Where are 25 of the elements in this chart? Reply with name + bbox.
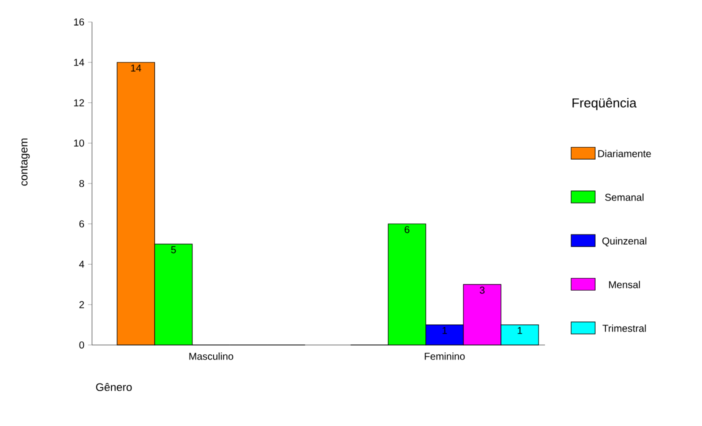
x-tick-label: Masculino — [189, 352, 234, 360]
legend-label: Semanal — [605, 194, 644, 201]
legend-label: Trimestral — [602, 324, 646, 332]
data-label: 5 — [171, 246, 176, 254]
legend-label: Diariamente — [598, 150, 651, 158]
legend-label: Mensal — [609, 280, 640, 288]
data-label: 1 — [518, 326, 522, 334]
y-tick-label: 4 — [79, 260, 84, 268]
x-axis-title: Gênero — [96, 382, 132, 392]
legend-label: Quinzenal — [602, 237, 646, 246]
x-tick-label: Feminino — [424, 352, 465, 360]
y-tick-label: 6 — [79, 220, 84, 228]
y-tick-label: 10 — [74, 140, 84, 147]
y-axis-title: contagem — [20, 138, 30, 186]
y-tick-label: 14 — [74, 58, 84, 66]
data-label: 6 — [404, 226, 410, 234]
data-label: 3 — [480, 286, 485, 294]
legend-title: Freqüência — [572, 98, 637, 110]
y-tick-label: 8 — [79, 180, 84, 188]
y-tick-label: 0 — [79, 341, 84, 349]
data-label: 1 — [442, 326, 447, 334]
y-tick-label: 16 — [74, 18, 84, 26]
y-tick-label: 2 — [79, 301, 84, 308]
y-tick-label: 12 — [74, 99, 84, 106]
data-label: 14 — [131, 64, 142, 72]
